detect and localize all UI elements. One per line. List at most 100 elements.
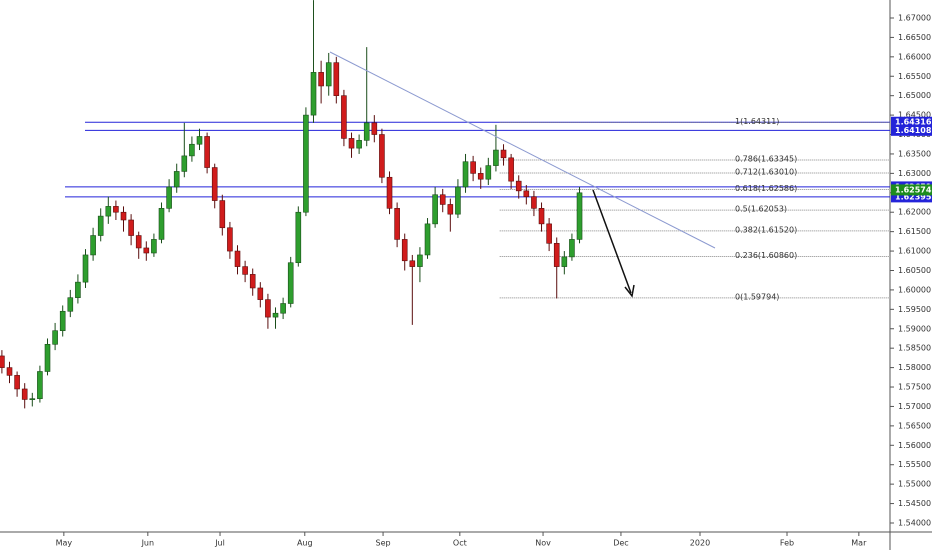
candle-body xyxy=(325,62,332,87)
candle-body xyxy=(204,136,210,168)
y-tick-label: 1.54500 xyxy=(898,499,931,508)
arrow-head xyxy=(624,284,635,298)
candle-body xyxy=(371,122,378,135)
candle-body xyxy=(90,235,96,256)
fib-label: 0.236(1.60860) xyxy=(735,251,797,260)
candle-body xyxy=(500,149,507,159)
x-tick-label: Jul xyxy=(214,539,225,548)
plot-area: 1(1.64311) 0.786(1.63345) 0.712(1.63010) 0.… xyxy=(0,0,890,409)
axis-labels: 1.54000 1.54500 1.55000 1.55500 1.56000 1.565… xyxy=(56,13,932,548)
candle-body xyxy=(363,122,370,141)
candle-body xyxy=(424,223,431,256)
candle-body xyxy=(265,299,271,318)
y-tick-label: 1.60000 xyxy=(898,285,931,294)
arrow xyxy=(592,189,635,298)
candle-body xyxy=(29,398,36,400)
fib-label: 0.786(1.63345) xyxy=(735,154,797,163)
candle-body xyxy=(234,250,241,267)
x-tick-label: Oct xyxy=(453,539,467,548)
price-label-bg xyxy=(891,184,932,196)
y-tick-label: 1.56000 xyxy=(898,441,931,450)
candle-body xyxy=(280,303,286,314)
y-tick-label: 1.58000 xyxy=(898,363,931,372)
candle-body xyxy=(561,256,568,267)
candle-body xyxy=(485,165,492,180)
y-tick-label: 1.67000 xyxy=(898,13,931,22)
candle-body xyxy=(348,138,355,149)
y-tick-label: 1.58500 xyxy=(898,344,931,353)
arrow-shaft xyxy=(592,189,632,294)
x-tick-label: 2020 xyxy=(690,539,710,548)
candle-body xyxy=(417,254,423,267)
x-tick-label: Feb xyxy=(780,539,794,548)
y-tick-label: 1.64500 xyxy=(898,111,931,120)
fib-label: 0.5(1.62053) xyxy=(735,205,787,214)
candle-body xyxy=(135,235,142,249)
candle-body xyxy=(249,274,256,289)
candle-body xyxy=(44,343,51,372)
candle-body xyxy=(257,287,264,300)
candle-body xyxy=(151,239,157,254)
y-tick-label: 1.57000 xyxy=(898,402,931,411)
y-tick-label: 1.61000 xyxy=(898,247,931,256)
candle-body xyxy=(211,167,218,201)
candle-body xyxy=(576,192,583,240)
x-tick-label: Mar xyxy=(851,539,867,548)
y-tick-label: 1.55500 xyxy=(898,460,931,469)
candle-body xyxy=(113,206,119,213)
candle-body xyxy=(75,281,81,298)
candle-body xyxy=(318,72,324,87)
candle-body xyxy=(120,211,127,221)
y-tick-label: 1.66500 xyxy=(898,33,931,42)
candle-body xyxy=(546,223,552,244)
x-tick-label: Sep xyxy=(376,539,391,548)
price-label: 1.62395 xyxy=(895,192,932,201)
candle-body xyxy=(356,140,362,149)
candle-body xyxy=(531,196,537,209)
candle-body xyxy=(166,186,172,209)
candle-body xyxy=(394,208,400,240)
y-tick-label: 1.56500 xyxy=(898,421,931,430)
y-tick-label: 1.65500 xyxy=(898,72,931,81)
y-tick-label: 1.59000 xyxy=(898,324,931,333)
candle-body xyxy=(287,262,294,304)
price-label-bg xyxy=(891,124,932,136)
candle-body xyxy=(447,204,454,215)
candle-body xyxy=(189,143,195,157)
y-tick-label: 1.65000 xyxy=(898,91,931,100)
candle-body xyxy=(477,173,484,180)
x-tick-label: May xyxy=(56,539,73,548)
y-tick-label: 1.55000 xyxy=(898,480,931,489)
candle-body xyxy=(341,95,347,139)
candle-body xyxy=(14,375,20,390)
price-label: 1.62574 xyxy=(895,185,932,194)
trend-line xyxy=(329,51,716,249)
candle-body xyxy=(379,134,385,178)
x-tick-label: Aug xyxy=(297,539,313,548)
candle-body xyxy=(508,157,514,182)
price-label-bg xyxy=(891,191,932,203)
candle-body xyxy=(303,114,309,213)
price-label: 1.64316 xyxy=(895,118,932,127)
candle-body xyxy=(0,355,5,368)
candle-body xyxy=(409,260,416,267)
candle-body xyxy=(105,206,112,217)
candle-body xyxy=(52,330,58,345)
fib-label: 0.382(1.61520) xyxy=(735,225,797,234)
candle-body xyxy=(493,149,499,166)
candle-body xyxy=(173,171,180,188)
candle-body xyxy=(272,312,279,318)
y-tick-label: 1.66000 xyxy=(898,52,931,61)
candle-body xyxy=(143,247,150,254)
candle-body xyxy=(67,297,74,312)
candle-body xyxy=(401,239,408,262)
candle-body xyxy=(515,180,522,192)
candle-body xyxy=(432,194,438,225)
candle-body xyxy=(553,242,560,267)
x-tick-label: Dec xyxy=(613,539,628,548)
x-tick-label: Nov xyxy=(535,539,551,548)
candle-body xyxy=(21,388,28,400)
candle-body xyxy=(97,215,104,236)
price-label: 1.64108 xyxy=(895,126,932,135)
